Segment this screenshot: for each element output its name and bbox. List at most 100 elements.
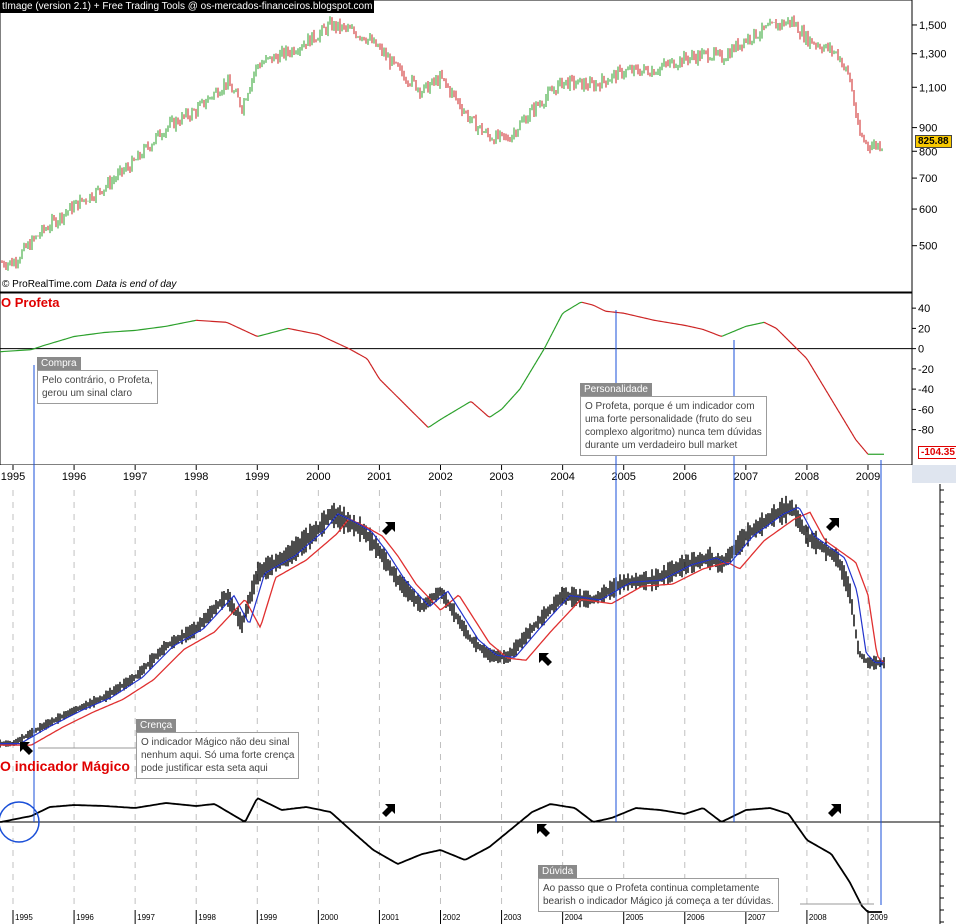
profeta-segment [463, 403, 467, 406]
profeta-tick-label: -40 [918, 384, 934, 396]
profeta-segment [323, 336, 327, 339]
magico-title: O indicador Mágico [0, 758, 130, 774]
profeta-segment [231, 324, 235, 327]
profeta-tick-label: -60 [918, 404, 934, 416]
profeta-segment [845, 423, 849, 428]
profeta-segment [419, 418, 423, 422]
profeta-segment [379, 379, 383, 382]
price-tick-label: 700 [919, 173, 937, 185]
bottom-year-label: 2006 [687, 913, 705, 922]
profeta-segment [825, 390, 829, 395]
profeta-segment [43, 344, 47, 347]
profeta-segment [541, 348, 545, 353]
year-label: 2000 [306, 471, 330, 483]
profeta-segment [331, 340, 335, 343]
profeta-last-badge: -104.35 [918, 446, 956, 459]
profeta-segment [247, 331, 251, 334]
price-tick-label: 1,500 [919, 20, 947, 32]
profeta-segment [261, 334, 265, 336]
profeta-segment [837, 409, 841, 414]
annotation-crenca: Crença O indicador Mágico não deu sinal … [136, 719, 300, 779]
buy-arrow-2003-shape [539, 653, 552, 666]
crenca-arrow-shape [20, 742, 33, 755]
profeta-segment [473, 403, 477, 407]
profeta-segment [603, 309, 607, 312]
profeta-segment [351, 349, 355, 352]
magic-buy-arrow-2003-shape [537, 824, 550, 837]
profeta-segment [33, 347, 37, 350]
bottom-year-label: 1999 [259, 913, 277, 922]
price-tick-label: 1,300 [919, 49, 947, 61]
profeta-segment [367, 359, 371, 364]
profeta-segment [377, 376, 381, 380]
profeta-segment [67, 337, 71, 339]
magic-sell-arrow-2007-shape [828, 804, 841, 817]
profeta-segment [399, 399, 403, 402]
year-axis-top: 1995 1996 1997 1998 1999 2000 2001 2002 2003 2004… [0, 465, 956, 483]
profeta-segment [459, 406, 463, 409]
sell-arrow-2000-shape [382, 522, 395, 535]
profeta-segment [517, 388, 521, 392]
profeta-segment [563, 310, 567, 313]
annotation-compra-line1: Pelo contrário, o Profeta, [42, 375, 153, 386]
profeta-segment [453, 409, 457, 412]
profeta-segment [489, 415, 493, 418]
profeta-segment [807, 360, 811, 365]
profeta-segment [527, 372, 531, 376]
profeta-segment [811, 366, 815, 371]
bottom-year-label: 2001 [381, 913, 399, 922]
year-label: 1996 [62, 471, 86, 483]
profeta-segment [51, 341, 55, 344]
profeta-segment [851, 433, 855, 438]
profeta-segment [69, 336, 73, 339]
profeta-segment [863, 449, 867, 453]
annotation-crenca-line1: O indicador Mágico não deu sinal [141, 737, 290, 748]
profeta-segment [539, 352, 543, 357]
year-label: 1998 [184, 471, 208, 483]
profeta-segment [333, 341, 337, 344]
profeta-segment [801, 353, 805, 357]
profeta-segment [701, 328, 705, 331]
profeta-segment [521, 381, 525, 386]
profeta-segment [429, 424, 433, 427]
profeta-segment [461, 404, 465, 408]
profeta-tick-label: 40 [918, 303, 930, 315]
bottom-year-label: 2008 [809, 913, 827, 922]
profeta-segment [283, 328, 287, 330]
profeta-segment [57, 340, 61, 342]
profeta-segment [791, 343, 795, 347]
profeta-segment [263, 333, 267, 336]
profeta-segment [535, 358, 539, 363]
profeta-segment [335, 342, 339, 345]
profeta-segment [433, 421, 437, 425]
profeta-segment [479, 408, 483, 412]
profeta-segment [861, 446, 865, 450]
profeta-segment [797, 349, 801, 353]
profeta-segment [559, 314, 563, 319]
profeta-segment [409, 408, 413, 412]
buy-arrow-2003 [539, 653, 552, 666]
profeta-segment [413, 412, 417, 416]
profeta-segment [781, 333, 785, 337]
data-note: Data is end of day [95, 279, 177, 290]
profeta-segment [847, 426, 851, 431]
profeta-segment [71, 335, 75, 338]
profeta-segment [717, 334, 721, 337]
sell-arrow-2007 [826, 518, 839, 531]
profeta-segment [471, 401, 475, 405]
profeta-segment [545, 341, 549, 346]
profeta-segment [485, 414, 489, 417]
profeta-segment [427, 425, 431, 428]
price-tick-label: 1,100 [919, 82, 947, 94]
year-label: 2004 [550, 471, 574, 483]
profeta-segment [803, 355, 807, 359]
profeta-segment [799, 351, 803, 355]
profeta-segment [525, 375, 529, 380]
profeta-segment [503, 404, 507, 408]
profeta-segment [739, 327, 743, 330]
profeta-segment [271, 331, 275, 334]
magic-buy-arrow-2003 [537, 824, 550, 837]
profeta-segment [741, 326, 745, 329]
annotation-compra-line2: gerou um sinal claro [42, 388, 133, 399]
profeta-segment [819, 380, 823, 385]
